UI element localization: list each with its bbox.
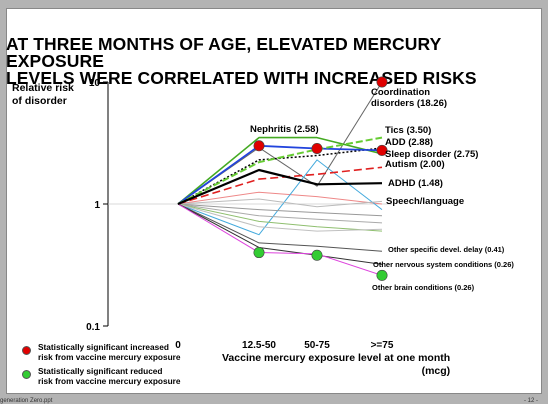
series-line xyxy=(177,136,383,205)
increased-significance-marker xyxy=(311,143,323,155)
y-tick-label: 0.1 xyxy=(86,322,100,333)
reduced-significance-marker xyxy=(253,247,265,259)
slide-title: AT THREE MONTHS OF AGE, ELEVATED MERCURY… xyxy=(6,34,536,88)
legend-reduced-line-1: Statistically significant reduced xyxy=(38,366,163,376)
increased-significance-marker xyxy=(376,76,388,88)
y-tick-label: 1 xyxy=(94,200,100,211)
series-line xyxy=(177,191,383,205)
series-label: Other brain conditions (0.26) xyxy=(372,283,475,292)
x-tick-label: 50-75 xyxy=(304,340,330,351)
series-label: Speech/language xyxy=(386,196,464,207)
series-line xyxy=(177,203,383,276)
x-tick-label: >=75 xyxy=(371,340,394,351)
y-axis-label: Relative risk of disorder xyxy=(12,82,74,108)
series-line xyxy=(177,203,383,232)
legend: Statistically significant increased risk… xyxy=(22,342,222,390)
increased-significance-marker xyxy=(253,140,265,152)
footer-filename: generation Zero.ppt xyxy=(0,398,53,404)
series-label: ADHD (1.48) xyxy=(388,178,443,189)
legend-increased-line-2: risk from vaccine mercury exposure xyxy=(38,352,181,362)
increased-significance-marker xyxy=(376,144,388,156)
series-line xyxy=(177,203,383,232)
x-axis-label-line-2: (mcg) xyxy=(421,365,451,377)
series-label: Other specific devel. delay (0.41) xyxy=(388,245,505,254)
y-axis-label-line-1: Relative risk xyxy=(12,82,74,94)
series-label: ADD (2.88) xyxy=(385,137,433,148)
x-axis-label: Vaccine mercury exposure level at one mo… xyxy=(222,352,450,378)
series-line xyxy=(177,203,383,224)
title-line-1: AT THREE MONTHS OF AGE, ELEVATED MERCURY… xyxy=(6,34,442,71)
y-tick-label: 10 xyxy=(89,78,101,89)
series-label: Autism (2.00) xyxy=(385,159,445,170)
series-line xyxy=(177,198,383,208)
x-tick-label: 0 xyxy=(175,340,181,351)
series-line xyxy=(177,136,383,205)
x-tick-label: 12.5-50 xyxy=(242,340,276,351)
title-line-2: LEVELS WERE CORRELATED WITH INCREASED RI… xyxy=(6,68,477,88)
red-dot-icon xyxy=(22,346,31,355)
series-line xyxy=(177,203,383,252)
series-line xyxy=(177,203,383,265)
series-line xyxy=(177,203,383,217)
series-label: Sleep disorder (2.75) xyxy=(385,149,478,160)
y-axis-label-line-2: of disorder xyxy=(12,95,67,107)
series-label: Coordination xyxy=(371,87,430,98)
series-line xyxy=(177,144,383,205)
series-line xyxy=(177,168,383,206)
series-label: Other nervous system conditions (0.26) xyxy=(373,260,514,269)
legend-reduced-line-2: risk from vaccine mercury exposure xyxy=(38,376,181,386)
reduced-significance-marker xyxy=(376,269,388,281)
series-label: Nephritis (2.58) xyxy=(250,124,319,135)
reduced-significance-marker xyxy=(311,249,323,261)
legend-item-reduced: Statistically significant reduced risk f… xyxy=(22,366,222,386)
legend-increased-line-1: Statistically significant increased xyxy=(38,342,169,352)
series-line xyxy=(177,147,383,205)
x-axis-label-line-1: Vaccine mercury exposure level at one mo… xyxy=(222,352,451,364)
footer-page-number: - 12 - xyxy=(523,398,538,404)
series-label: Tics (3.50) xyxy=(385,125,431,136)
series-label: disorders (18.26) xyxy=(371,98,447,109)
legend-item-increased: Statistically significant increased risk… xyxy=(22,342,222,362)
green-dot-icon xyxy=(22,370,31,379)
